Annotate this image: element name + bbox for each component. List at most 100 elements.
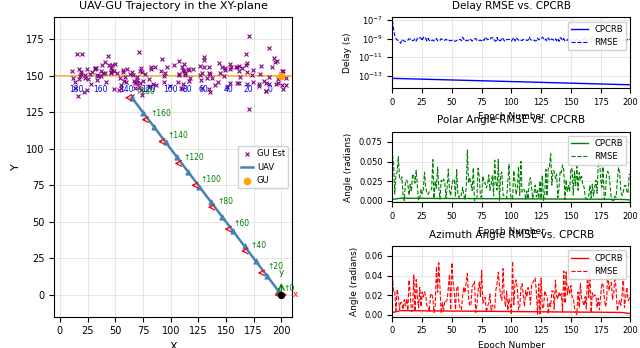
GU Est (115, 88, 125, 93)
Title: UAV-GU Trajectory in the XY-plane: UAV-GU Trajectory in the XY-plane (79, 1, 268, 11)
Point (195, 184, 205, 190)
Point (183, 169, 193, 175)
Title: Polar Angle RMSE vs. CPCRB: Polar Angle RMSE vs. CPCRB (437, 116, 586, 125)
Y-axis label: Angle (radians): Angle (radians) (349, 247, 358, 316)
RMSE (410, 174, 418, 179)
RMSE (490, 194, 497, 198)
GU Est (90, 65, 100, 71)
Text: ↑20: ↑20 (267, 262, 283, 271)
Point (228, 229, 239, 234)
Text: ↑40: ↑40 (250, 240, 266, 250)
CPCRB (388, 197, 396, 201)
Point (251, 258, 261, 264)
RMSE (627, 293, 634, 297)
GU Est (174, 58, 184, 64)
GU Est (196, 86, 207, 91)
CPCRB (518, 197, 526, 201)
GU Est (180, 72, 190, 78)
GU Est (160, 70, 170, 76)
GU Est (264, 81, 274, 87)
GU Est (184, 78, 194, 84)
GU Est (225, 80, 235, 86)
GU Est (235, 74, 245, 79)
RMSE (390, 161, 397, 165)
GU Est (82, 87, 92, 93)
RMSE (609, 297, 616, 301)
GU Est (254, 81, 264, 86)
CPCRB (411, 309, 419, 313)
CPCRB (518, 310, 526, 314)
CPCRB (411, 196, 419, 200)
Y-axis label: Delay (s): Delay (s) (344, 32, 353, 73)
Line: CPCRB: CPCRB (392, 198, 630, 200)
GU Est (248, 68, 258, 73)
RMSE (509, 259, 516, 263)
GU Est (232, 80, 242, 86)
GU Est (73, 94, 83, 99)
Point (262, 273, 272, 279)
GU Est (112, 70, 122, 76)
GU Est (196, 78, 207, 83)
GU Est (242, 81, 252, 87)
CPCRB (607, 197, 615, 201)
GU Est (277, 68, 287, 74)
GU Est (137, 69, 147, 74)
Line: UAV: UAV (132, 98, 282, 295)
GU Est (242, 69, 252, 74)
X-axis label: Epoch Number: Epoch Number (478, 227, 545, 236)
GU Est (264, 45, 275, 51)
GU Est (215, 70, 225, 76)
RMSE (627, 37, 634, 41)
Text: y: y (278, 268, 284, 277)
RMSE (410, 273, 418, 277)
GU Est (77, 51, 87, 57)
GU Est (115, 75, 125, 81)
GU Est (101, 80, 111, 85)
Text: ↑0: ↑0 (284, 284, 295, 293)
Text: 180: 180 (69, 85, 84, 94)
GU Est (220, 65, 230, 71)
GU Est (225, 65, 236, 70)
GU Est (169, 62, 179, 68)
GU Est (270, 60, 280, 65)
UAV (156, 132, 164, 136)
GU Est (177, 64, 187, 70)
GU Est (253, 84, 264, 89)
GU Est (244, 106, 255, 112)
Text: 0: 0 (268, 85, 273, 94)
GU Est (90, 66, 100, 72)
GU Est (277, 87, 287, 92)
Point (161, 140, 171, 145)
Text: x: x (292, 290, 298, 299)
GU Est (185, 75, 195, 81)
Text: ↑140: ↑140 (167, 131, 188, 140)
GU Est (67, 76, 77, 81)
RMSE (520, 294, 527, 298)
GU Est (146, 66, 156, 72)
GU Est (70, 79, 80, 85)
CPCRB (627, 83, 634, 87)
CPCRB (397, 309, 404, 313)
GU Est (107, 67, 117, 72)
GU Est (204, 65, 214, 70)
GU Est (178, 81, 188, 87)
GU Est (145, 83, 156, 89)
GU Est (179, 68, 189, 74)
GU Est (195, 72, 205, 77)
RMSE (477, 195, 484, 199)
Legend: CPCRB, RMSE: CPCRB, RMSE (568, 136, 626, 165)
CPCRB (388, 310, 396, 315)
GU Est (204, 86, 214, 92)
GU Est (116, 82, 126, 88)
GU Est (144, 76, 154, 82)
GU Est (232, 64, 242, 70)
GU Est (75, 73, 85, 79)
GU Est (107, 62, 117, 68)
CPCRB (488, 79, 496, 83)
GU Est (259, 78, 269, 84)
GU Est (74, 66, 84, 72)
GU Est (199, 57, 209, 62)
CPCRB (490, 309, 497, 314)
RMSE (388, 153, 396, 157)
Point (276, 292, 287, 298)
